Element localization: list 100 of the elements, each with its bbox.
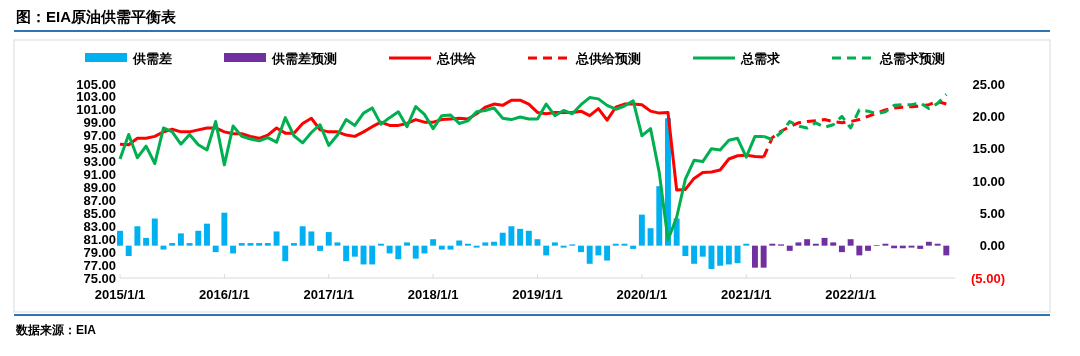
bar [177,233,184,246]
bar [604,245,611,261]
bar [786,245,793,251]
y2-tick-label: 5.00 [979,205,1005,221]
bar [838,245,845,253]
bar [186,243,193,246]
bar [334,242,341,246]
bar [804,239,811,246]
y2-tick-label: 0.00 [979,238,1005,254]
y-tick-label: 97.00 [83,128,116,144]
y-tick-label: 101.00 [76,102,116,118]
y-tick-label: 83.00 [83,218,116,234]
y2-tick-label: 20.00 [972,108,1005,124]
legend-label: 总供给预测 [575,51,641,66]
bar [551,242,558,246]
bar [325,232,332,246]
bar [117,230,123,246]
bar [308,231,315,246]
x-tick-label: 2022/1/1 [825,287,876,302]
y-tick-label: 103.00 [76,89,116,105]
bar [143,237,150,246]
x-tick-label: 2020/1/1 [616,287,668,302]
bar [151,218,158,246]
bar [830,242,837,246]
bar [395,245,402,260]
bar [760,245,767,268]
x-tick-label: 2021/1/1 [720,287,772,302]
legend-label: 供需差 [132,51,172,66]
source-note: 数据来源：EIA [15,323,97,337]
x-tick-label: 2016/1/1 [199,287,250,302]
y-tick-label: 99.00 [83,115,116,131]
legend-label: 总需求预测 [879,51,945,66]
bar [856,245,863,256]
bar [725,245,732,265]
bar [543,245,550,256]
chart-title: 图：EIA原油供需平衡表 [16,8,177,25]
bar [508,226,515,246]
legend-label: 总需求 [740,51,781,66]
bar [647,228,654,246]
bar [238,243,245,246]
bar [682,245,689,257]
bar [204,223,210,246]
x-tick-label: 2015/1/1 [94,287,146,302]
bar [717,245,724,266]
bar [351,245,358,257]
bar [369,245,376,265]
bar [412,245,419,259]
bar [630,245,637,249]
bar [299,226,306,246]
bar [430,239,437,246]
bar [404,242,410,246]
bar [212,245,219,253]
bar [847,239,854,246]
bar [751,245,758,268]
x-tick-label: 2017/1/1 [303,287,355,302]
bar [499,232,506,246]
bar [256,243,263,246]
bar [525,230,532,246]
y2-tick-label: 15.00 [972,141,1005,157]
bar [421,245,428,254]
bar [291,243,297,246]
legend-label: 供需差预测 [271,51,337,66]
y-tick-label: 93.00 [83,154,116,170]
bar [247,243,254,246]
bar [578,245,584,253]
bar [438,245,445,250]
bar [230,245,237,254]
bar [943,245,950,256]
bar [917,245,924,249]
bar [125,245,132,257]
bar [595,245,602,256]
bar [273,231,280,246]
y2-tick-label: 10.00 [972,173,1005,189]
bar [264,243,271,246]
y-tick-label: 75.00 [83,270,116,286]
bar [865,245,871,251]
bar [534,239,541,246]
x-tick-label: 2019/1/1 [512,287,563,302]
bar [656,186,663,246]
y-tick-label: 81.00 [83,231,116,247]
bar [638,214,645,246]
bar [317,245,324,251]
bar [517,228,524,246]
y2-tick-label: (5.00) [971,270,1005,286]
bar [456,240,463,246]
bar [699,245,706,257]
bar [195,230,202,246]
bar [795,242,802,246]
y-tick-label: 95.00 [83,141,116,157]
bar [734,245,741,264]
y-tick-label: 85.00 [83,205,116,221]
bar [482,242,489,246]
bar [221,212,228,246]
y-tick-label: 79.00 [83,244,116,260]
y2-tick-label: 25.00 [972,76,1005,92]
bar [586,245,593,264]
bar [134,226,141,246]
bar [386,245,393,254]
bar [491,241,497,246]
bar [925,241,932,246]
